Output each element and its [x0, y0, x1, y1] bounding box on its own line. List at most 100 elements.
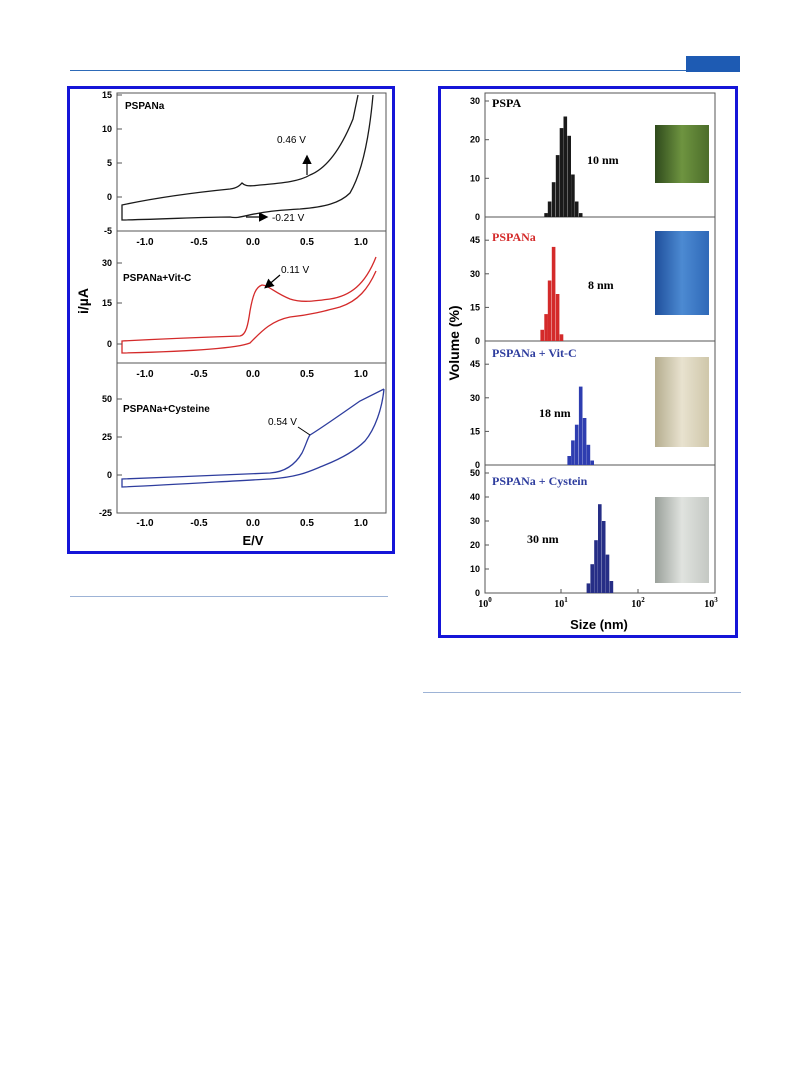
cv-bottom-xtick-3: 0.5 [300, 518, 314, 529]
cv-panel-2-xtick-4: 1.0 [354, 237, 368, 248]
histogram-bar-p1-10 [578, 213, 583, 217]
histogram-bar-p1-9 [574, 201, 579, 217]
cv-panel-2-xtick-0: -1.0 [136, 237, 154, 248]
cv-panel-3-label: PSPANa+Cysteine [123, 404, 210, 415]
cv-pointer-cysteine [297, 426, 311, 436]
cv-panel-2-xtick-2: 0.0 [246, 237, 260, 248]
dls-ylabel: Volume (%) [446, 305, 462, 380]
cv-panel-3-ytick-2: 0 [107, 470, 112, 480]
figure-size-distribution: PSPA PSPANa PSPANa + Vit-C PSPANa + Cyst… [438, 86, 738, 638]
dls-size-label-2: 8 nm [588, 278, 614, 292]
cv-panel-2-xtick-1: -0.5 [190, 237, 208, 248]
histogram-bar-p4-5 [601, 521, 606, 593]
histogram-ytick-p1-4: 0 [475, 212, 480, 222]
histogram-ytick-p2-4: 0 [475, 336, 480, 346]
histogram-ytick-p3-4: 0 [475, 460, 480, 470]
cv-panel-1-ytick-1: 10 [102, 124, 112, 134]
cv-arrow-vitc [264, 274, 281, 289]
histogram-bar-p4-7 [609, 581, 614, 593]
cv-annotation-0-11v: 0.11 V [281, 265, 309, 276]
histogram-bar-p2-6 [559, 334, 564, 341]
cv-panel-1-frame [116, 92, 387, 232]
histogram-bar-p2-3 [547, 280, 552, 341]
histogram-ytick-p4-6: 0 [475, 588, 480, 598]
dls-size-label-1: 10 nm [587, 153, 619, 167]
histogram-bar-p1-6 [563, 116, 568, 217]
cv-panel-3-xtick-3: 0.5 [300, 369, 314, 380]
cv-panel-3-ytick-3: -25 [99, 508, 112, 518]
dls-panel-2-label: PSPANa [492, 230, 536, 244]
vial-photo-vitc [655, 357, 709, 447]
cv-panel-2-ytick-1: 15 [102, 298, 112, 308]
histogram-ytick-p2-3: 15 [470, 302, 480, 312]
histogram-ytick-p1-2: 20 [470, 135, 480, 145]
cv-panel-2-xtick-3: 0.5 [300, 237, 314, 248]
histogram-bar-p3-1 [567, 456, 571, 465]
dls-x-axis [484, 589, 716, 593]
vial-photo-cystein [655, 497, 709, 583]
histogram-bar-p1-5 [559, 128, 564, 217]
cv-panel-1-ytick-4: -5 [104, 226, 112, 236]
cv-xlabel: E/V [243, 533, 264, 548]
cv-panel-3-xtick-0: -1.0 [136, 369, 154, 380]
cv-panel-3-xtick-4: 1.0 [354, 369, 368, 380]
cv-curve-pspana-cysteine [121, 388, 385, 488]
cv-curve-pspana-vitc [121, 256, 377, 354]
cv-panel-3-xtick-1: -0.5 [190, 369, 208, 380]
cv-annotation-0-54v: 0.54 V [268, 417, 297, 428]
histogram-bar-p4-3 [594, 540, 598, 593]
histogram-bar-p4-2 [590, 564, 594, 593]
cv-panel-3-xtick-2: 0.0 [246, 369, 260, 380]
cv-plot: 15 10 5 0 -5 PSPANa 0.46 V -0.21 V 30 15… [75, 90, 387, 548]
histogram-bars [540, 116, 614, 593]
cv-bottom-xtick-2: 0.0 [246, 518, 260, 529]
dls-xtick-1e0: 100 [478, 596, 492, 610]
histogram-ytick-p3-3: 15 [470, 426, 480, 436]
histogram-ytick-p1-1: 30 [470, 96, 480, 106]
dls-size-label-4: 30 nm [527, 532, 559, 546]
caption-rule-right [423, 692, 741, 693]
histogram-bar-p3-5 [582, 418, 587, 465]
cv-panel-3-frame [116, 362, 387, 514]
histogram-bar-p2-4 [551, 246, 556, 341]
dls-xtick-1e3: 103 [704, 596, 718, 610]
cv-annotation-minus-0-21v: -0.21 V [272, 213, 305, 224]
cv-bottom-xtick-0: -1.0 [136, 518, 154, 529]
cv-bottom-xtick-1: -0.5 [190, 518, 208, 529]
cv-panel-3-ytick-1: 25 [102, 432, 112, 442]
figure-cyclic-voltammetry: 15 10 5 0 -5 PSPANa 0.46 V -0.21 V 30 15… [67, 86, 395, 554]
histogram-ytick-p4-5: 10 [470, 564, 480, 574]
dls-xtick-1e2: 102 [631, 596, 645, 610]
histogram-bar-p1-7 [567, 135, 571, 217]
cv-panel-1-ytick-2: 5 [107, 158, 112, 168]
histogram-bar-p1-4 [555, 155, 560, 217]
histogram-bar-p4-4 [598, 504, 602, 593]
histogram-bar-p4-1 [586, 583, 591, 593]
histogram-ytick-p2-2: 30 [470, 269, 480, 279]
size-distribution-plot: PSPA PSPANa PSPANa + Vit-C PSPANa + Cyst… [446, 92, 718, 632]
histogram-bar-p3-4 [578, 386, 583, 465]
histogram-bar-p1-3 [551, 182, 556, 217]
dls-xtick-1e1: 101 [554, 596, 568, 610]
cv-panel-2-ytick-0: 30 [102, 258, 112, 268]
dls-size-label-3: 18 nm [539, 406, 571, 420]
histogram-bar-p4-6 [605, 554, 610, 593]
cv-panel-3-ytick-0: 50 [102, 394, 112, 404]
cv-bottom-xtick-4: 1.0 [354, 518, 368, 529]
cv-panel-2-label: PSPANa+Vit-C [123, 273, 191, 284]
cv-panel-2-ytick-2: 0 [107, 339, 112, 349]
histogram-bar-p3-2 [571, 440, 575, 465]
dls-panel-3-label: PSPANa + Vit-C [492, 346, 577, 360]
histogram-ytick-p4-3: 30 [470, 516, 480, 526]
cv-ylabel: i/µA [75, 288, 91, 314]
header-rule [70, 70, 740, 71]
cv-panel-2-frame [116, 230, 387, 364]
caption-rule-left [70, 596, 388, 597]
histogram-ytick-p4-4: 20 [470, 540, 480, 550]
histogram-bar-p3-6 [586, 444, 591, 465]
vial-photo-pspa [655, 125, 709, 183]
cv-panel-1-ytick-3: 0 [107, 192, 112, 202]
cv-panel-1-label: PSPANa [125, 101, 165, 112]
histogram-bar-p1-2 [547, 201, 552, 217]
